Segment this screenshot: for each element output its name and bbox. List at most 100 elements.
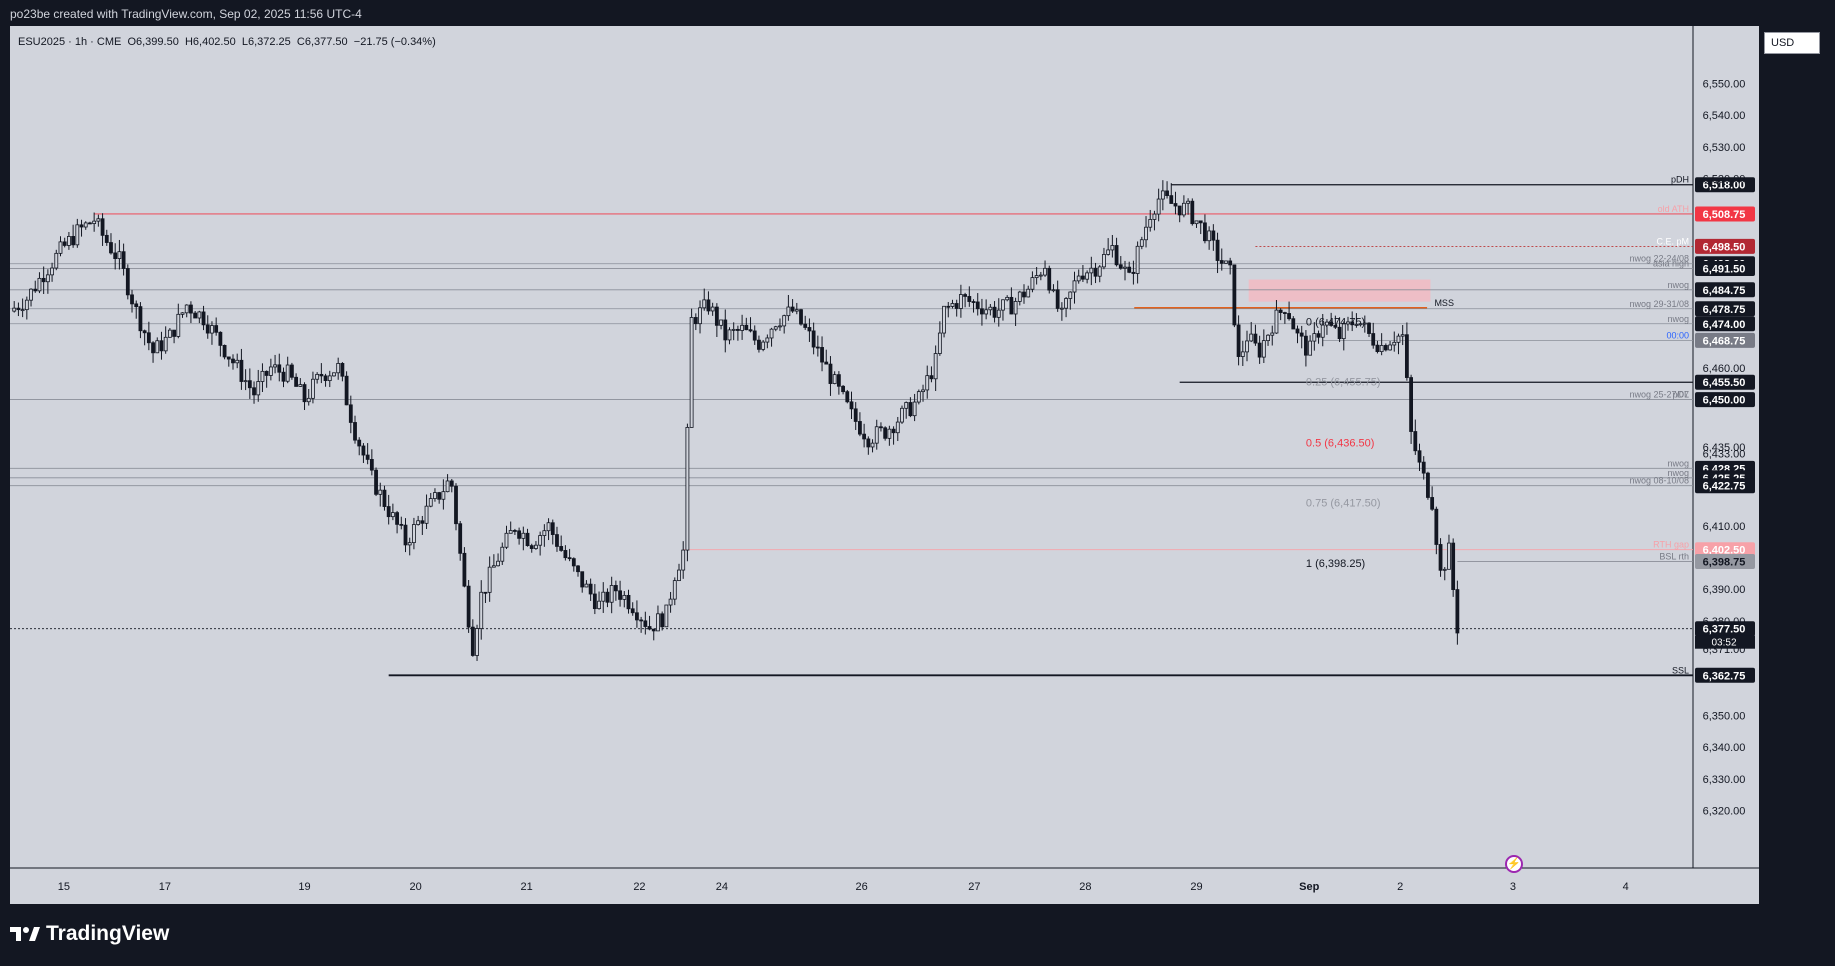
- candle-body: [546, 522, 551, 532]
- candle-body: [647, 626, 652, 630]
- candle-body: [1400, 334, 1405, 337]
- candle-body: [710, 306, 715, 312]
- candle-body: [1089, 267, 1094, 274]
- candle-body: [1114, 245, 1119, 266]
- candle-body: [407, 542, 412, 546]
- candle-body: [1426, 472, 1430, 498]
- chart-area[interactable]: pDH 6,518.00 old ATH 6,508.75 C.E. pM 6,498.5…: [10, 26, 1759, 904]
- candle-body: [576, 565, 580, 573]
- candle-body: [260, 370, 265, 382]
- candle-body: [45, 274, 50, 283]
- currency-button[interactable]: USD: [1764, 32, 1820, 54]
- candle-body: [950, 303, 955, 307]
- price-chart[interactable]: pDH 6,518.00 old ATH 6,508.75 C.E. pM 6,498.5…: [10, 26, 1759, 904]
- candle-body: [1127, 266, 1132, 273]
- candle-body: [933, 353, 938, 380]
- candle-body: [803, 323, 808, 328]
- candle-body: [643, 620, 648, 627]
- candle-body: [900, 407, 904, 423]
- level-name-label: 00:00: [1666, 330, 1689, 340]
- candle-body: [571, 558, 576, 567]
- candle-body: [635, 612, 639, 621]
- level-name-label: asia high: [1653, 258, 1689, 268]
- candle-body: [883, 427, 888, 439]
- candle-body: [887, 428, 892, 439]
- candle-body: [904, 402, 909, 409]
- candle-body: [1160, 190, 1165, 200]
- price-tick-label: 6,350.00: [1703, 711, 1746, 723]
- candle-body: [1388, 344, 1392, 351]
- candle-body: [958, 294, 963, 309]
- candle-body: [243, 380, 248, 383]
- candle-body: [71, 236, 76, 246]
- candle-body: [361, 445, 366, 456]
- candle-body: [870, 442, 875, 448]
- candle-body: [1447, 542, 1451, 570]
- candle-body: [1409, 377, 1413, 432]
- time-tick-label: 24: [716, 881, 728, 893]
- legend-symbol[interactable]: ESU2025 · 1h · CME: [18, 36, 122, 48]
- candle-body: [79, 224, 84, 228]
- candle-body: [281, 371, 286, 382]
- time-tick-label: Sep: [1299, 881, 1319, 893]
- time-tick-label: 19: [298, 881, 310, 893]
- price-label: 6,508.75: [1703, 209, 1746, 221]
- candle-body: [706, 299, 711, 312]
- candle-body: [908, 402, 913, 417]
- fvg-zone[interactable]: [1248, 279, 1431, 302]
- candle-body: [992, 306, 997, 318]
- price-tick-label: 6,435.00: [1703, 442, 1746, 454]
- time-tick-label: 28: [1079, 881, 1091, 893]
- candle-body: [138, 306, 143, 332]
- candle-body: [1430, 497, 1435, 510]
- candle-body: [597, 600, 601, 610]
- candle-body: [1169, 195, 1174, 204]
- level-name-label: pDH: [1671, 175, 1689, 185]
- candle-body: [912, 401, 917, 417]
- candle-body: [567, 557, 572, 560]
- price-tick-label: 6,530.00: [1703, 142, 1746, 154]
- candle-body: [1278, 309, 1283, 313]
- candle-body: [92, 220, 97, 224]
- candle-body: [740, 324, 745, 331]
- candle-body: [420, 520, 425, 524]
- price-label-box: [1695, 621, 1755, 637]
- candle-body: [512, 530, 517, 532]
- candle-body: [988, 306, 993, 311]
- candle-body: [462, 552, 467, 587]
- candle-body: [441, 491, 446, 500]
- candle-body: [790, 306, 795, 312]
- candle-body: [1282, 312, 1287, 314]
- candle-body: [449, 480, 454, 487]
- candle-body: [62, 241, 67, 246]
- candle-body: [1341, 323, 1346, 340]
- candle-body: [1413, 431, 1418, 452]
- fib-level-label: 0.5 (6,436.50): [1306, 437, 1375, 449]
- time-tick-label: 2: [1397, 881, 1403, 893]
- tradingview-logo[interactable]: TradingView: [10, 922, 169, 946]
- candle-body: [323, 375, 328, 382]
- price-tick-label: 6,410.00: [1703, 521, 1746, 533]
- candle-body: [605, 591, 610, 603]
- candle-body: [828, 363, 833, 384]
- candle-body: [424, 505, 429, 524]
- candle-body: [1257, 342, 1262, 358]
- time-tick-label: 22: [633, 881, 645, 893]
- candle-body: [735, 328, 740, 331]
- candle-body: [630, 608, 635, 614]
- candle-body: [601, 591, 606, 602]
- candle-body: [752, 330, 757, 341]
- price-label: 6,402.50: [1703, 545, 1746, 557]
- time-tick-label: 4: [1623, 881, 1629, 893]
- fib-level-label: 1 (6,398.25): [1306, 558, 1365, 570]
- candle-body: [264, 370, 269, 376]
- level-name-label: MSS: [1434, 298, 1454, 308]
- candle-body: [1072, 280, 1077, 293]
- candle-body: [96, 218, 101, 222]
- candle-body: [487, 566, 492, 593]
- lightning-icon[interactable]: ⚡: [1505, 855, 1523, 873]
- candle-body: [1173, 203, 1178, 207]
- candle-body: [226, 356, 231, 360]
- candle-body: [967, 296, 972, 302]
- price-tick-label: 6,340.00: [1703, 742, 1746, 754]
